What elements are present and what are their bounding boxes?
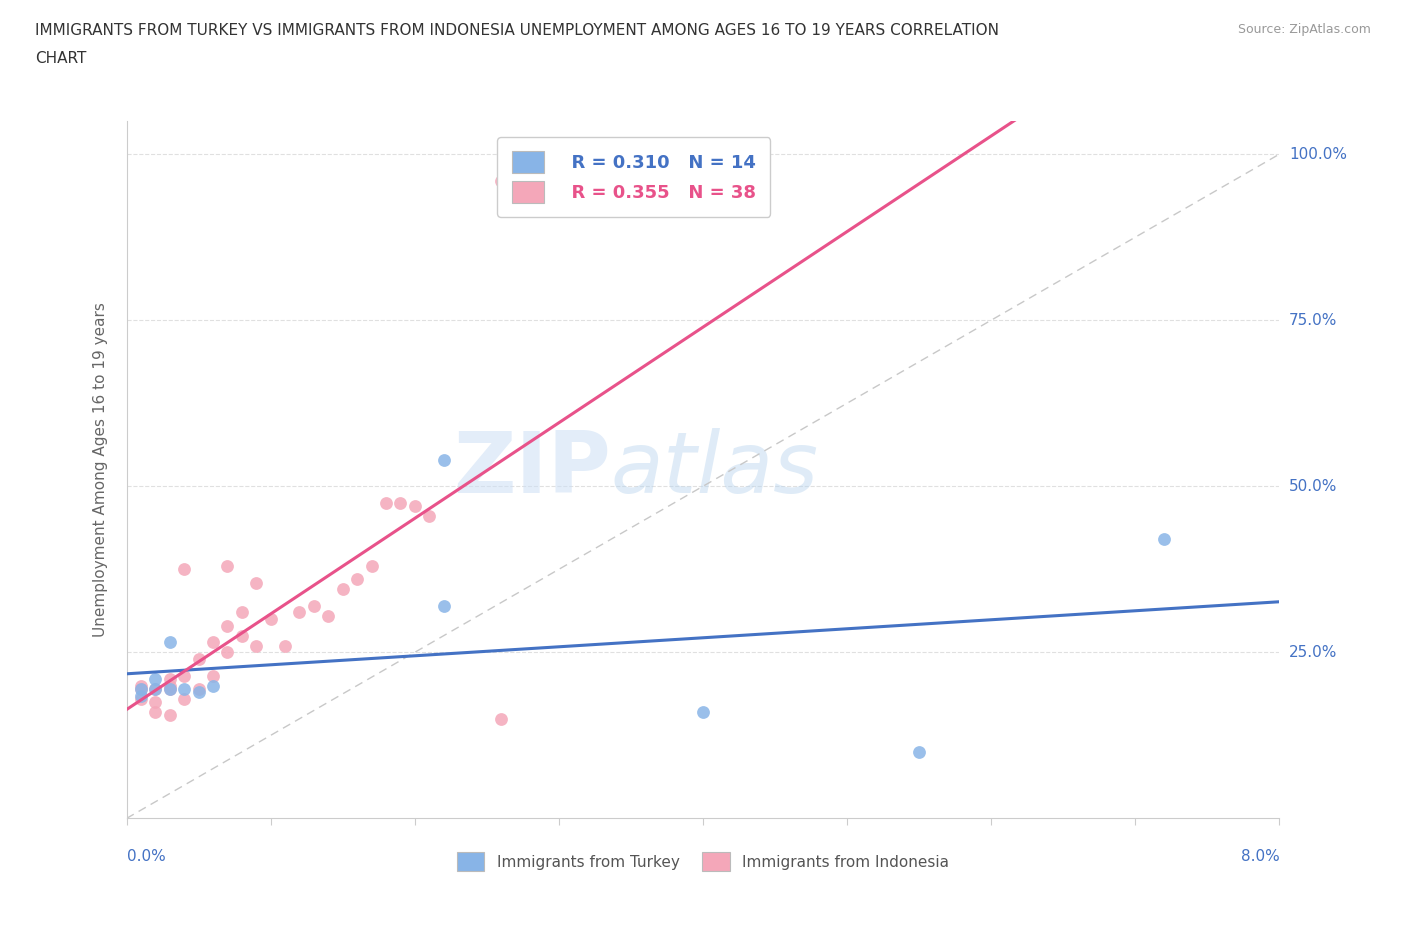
- Point: [489, 173, 512, 188]
- Text: Source: ZipAtlas.com: Source: ZipAtlas.com: [1237, 23, 1371, 36]
- Point: [187, 684, 209, 699]
- Point: [274, 638, 297, 653]
- Point: [316, 608, 339, 623]
- Point: [159, 708, 181, 723]
- Point: [187, 652, 209, 667]
- Point: [173, 682, 195, 697]
- Text: 100.0%: 100.0%: [1289, 147, 1347, 162]
- Point: [692, 705, 714, 720]
- Text: atlas: atlas: [610, 428, 818, 512]
- Point: [145, 682, 166, 697]
- Point: [217, 618, 239, 633]
- Point: [129, 688, 152, 703]
- Point: [202, 668, 225, 683]
- Point: [217, 559, 239, 574]
- Point: [231, 605, 253, 620]
- Point: [374, 496, 396, 511]
- Point: [129, 678, 152, 693]
- Point: [332, 582, 354, 597]
- Point: [159, 635, 181, 650]
- Point: [259, 612, 281, 627]
- Point: [187, 682, 209, 697]
- Point: [245, 638, 267, 653]
- Point: [173, 668, 195, 683]
- Text: ZIP: ZIP: [453, 428, 610, 512]
- Text: IMMIGRANTS FROM TURKEY VS IMMIGRANTS FROM INDONESIA UNEMPLOYMENT AMONG AGES 16 T: IMMIGRANTS FROM TURKEY VS IMMIGRANTS FRO…: [35, 23, 1000, 38]
- Text: 50.0%: 50.0%: [1289, 479, 1337, 494]
- Point: [245, 575, 267, 590]
- Point: [173, 562, 195, 577]
- Point: [908, 745, 931, 760]
- Point: [145, 695, 166, 710]
- Point: [173, 691, 195, 706]
- Point: [288, 605, 311, 620]
- Point: [145, 682, 166, 697]
- Point: [418, 509, 440, 524]
- Point: [231, 629, 253, 644]
- Point: [404, 498, 426, 513]
- Point: [302, 598, 325, 613]
- Point: [129, 682, 152, 697]
- Point: [202, 635, 225, 650]
- Point: [145, 671, 166, 686]
- Point: [360, 559, 382, 574]
- Point: [202, 678, 225, 693]
- Text: 75.0%: 75.0%: [1289, 312, 1337, 327]
- Point: [1153, 532, 1175, 547]
- Point: [217, 644, 239, 659]
- Y-axis label: Unemployment Among Ages 16 to 19 years: Unemployment Among Ages 16 to 19 years: [93, 302, 108, 637]
- Point: [346, 572, 368, 587]
- Point: [433, 452, 456, 467]
- Point: [159, 671, 181, 686]
- Text: 0.0%: 0.0%: [127, 849, 166, 864]
- Point: [145, 705, 166, 720]
- Point: [159, 682, 181, 697]
- Point: [433, 598, 456, 613]
- Point: [389, 496, 412, 511]
- Point: [489, 711, 512, 726]
- Legend: Immigrants from Turkey, Immigrants from Indonesia: Immigrants from Turkey, Immigrants from …: [451, 846, 955, 877]
- Text: CHART: CHART: [35, 51, 87, 66]
- Text: 8.0%: 8.0%: [1240, 849, 1279, 864]
- Text: 25.0%: 25.0%: [1289, 644, 1337, 659]
- Point: [129, 691, 152, 706]
- Point: [129, 682, 152, 697]
- Point: [159, 678, 181, 693]
- Point: [159, 682, 181, 697]
